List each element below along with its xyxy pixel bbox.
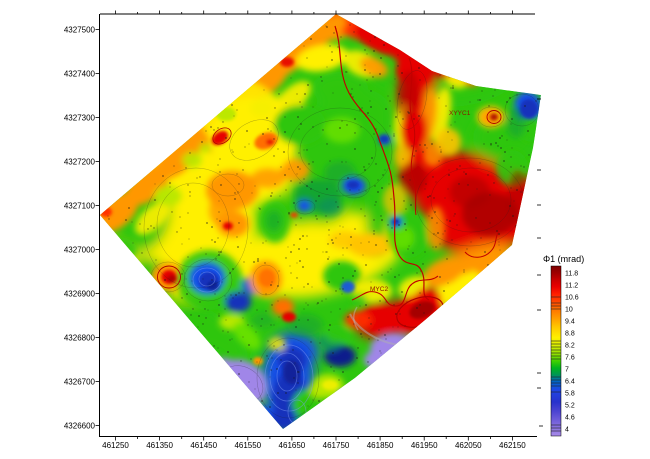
svg-text:4327300: 4327300 (64, 114, 96, 123)
svg-text:7.6: 7.6 (565, 355, 575, 362)
svg-text:461850: 461850 (367, 441, 394, 450)
svg-text:7: 7 (565, 367, 569, 374)
svg-text:4326800: 4326800 (64, 334, 96, 343)
svg-text:4327200: 4327200 (64, 158, 96, 167)
svg-text:4326600: 4326600 (64, 422, 96, 431)
svg-text:Φ1 (mrad): Φ1 (mrad) (543, 254, 584, 264)
svg-text:MYC2: MYC2 (370, 286, 388, 293)
svg-text:461350: 461350 (146, 441, 173, 450)
svg-text:4.6: 4.6 (565, 415, 575, 422)
svg-text:4327000: 4327000 (64, 246, 96, 255)
svg-text:4326900: 4326900 (64, 290, 96, 299)
svg-text:10.6: 10.6 (565, 295, 579, 302)
svg-text:11.8: 11.8 (565, 271, 578, 278)
svg-text:4327100: 4327100 (64, 202, 96, 211)
svg-text:11.2: 11.2 (565, 283, 578, 290)
svg-text:5.2: 5.2 (565, 403, 575, 410)
svg-text:5.8: 5.8 (565, 391, 575, 398)
svg-text:XYYC1: XYYC1 (449, 110, 471, 117)
svg-text:461450: 461450 (190, 441, 217, 450)
svg-text:461750: 461750 (323, 441, 350, 450)
svg-text:462050: 462050 (455, 441, 482, 450)
svg-text:9.4: 9.4 (565, 319, 575, 326)
svg-text:4327400: 4327400 (64, 70, 96, 79)
svg-text:461550: 461550 (234, 441, 261, 450)
svg-text:4: 4 (565, 427, 569, 434)
svg-text:461950: 461950 (411, 441, 438, 450)
svg-text:10: 10 (565, 307, 573, 314)
svg-text:6.4: 6.4 (565, 379, 575, 386)
svg-text:461650: 461650 (279, 441, 306, 450)
svg-text:4326700: 4326700 (64, 378, 96, 387)
svg-text:4327500: 4327500 (64, 26, 96, 35)
svg-text:462150: 462150 (499, 441, 526, 450)
svg-text:461250: 461250 (102, 441, 129, 450)
svg-text:8.8: 8.8 (565, 331, 575, 338)
svg-text:8.2: 8.2 (565, 343, 575, 350)
